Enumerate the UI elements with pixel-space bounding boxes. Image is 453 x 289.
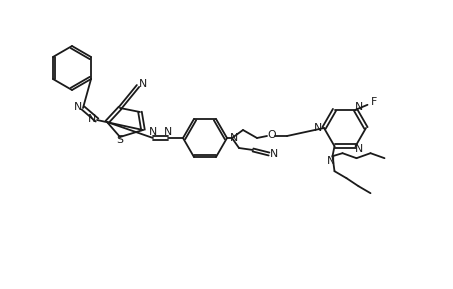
Text: N: N [354,144,362,154]
Text: O: O [268,130,276,140]
Text: N: N [270,149,278,159]
Text: N: N [326,156,335,166]
Text: N: N [230,133,238,143]
Text: N: N [149,127,157,137]
Text: N: N [139,79,147,89]
Text: N: N [314,123,322,133]
Text: N: N [88,114,96,124]
Text: N: N [74,102,82,112]
Text: N: N [164,127,172,137]
Text: N: N [354,102,362,112]
Text: F: F [371,97,376,107]
Text: S: S [116,135,124,145]
